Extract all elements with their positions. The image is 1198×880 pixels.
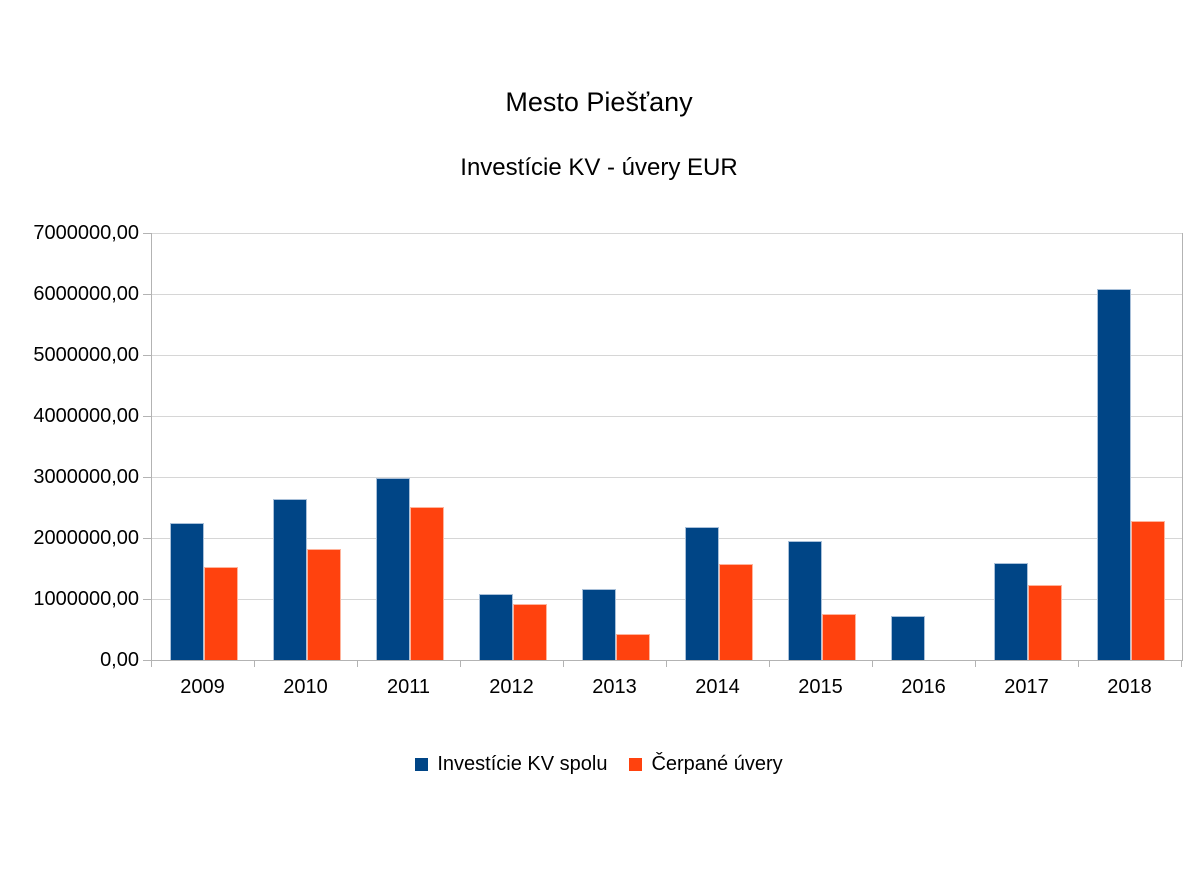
bar-2010-series-1 <box>307 549 341 660</box>
x-axis-tick <box>254 661 255 667</box>
x-axis-tick <box>151 661 152 667</box>
y-axis-tick-label: 0,00 <box>100 649 139 671</box>
y-axis-tick <box>143 294 152 295</box>
gridline <box>152 538 1182 539</box>
gridline <box>152 416 1182 417</box>
gridline <box>152 599 1182 600</box>
x-axis-tick <box>460 661 461 667</box>
y-axis-tick <box>143 233 152 234</box>
legend-swatch-icon <box>415 757 429 771</box>
y-axis-tick-label: 1000000,00 <box>33 588 139 610</box>
bar-2013-series-1 <box>616 634 650 660</box>
gridline <box>152 355 1182 356</box>
bar-2012-series-1 <box>513 604 547 660</box>
y-axis-tick <box>143 477 152 478</box>
bar-2011-series-1 <box>410 507 444 660</box>
x-axis-label-2015: 2015 <box>798 676 843 698</box>
y-axis-tick <box>143 538 152 539</box>
x-axis-label-2014: 2014 <box>695 676 740 698</box>
legend-label: Investície KV spolu <box>437 753 608 775</box>
x-axis-label-2017: 2017 <box>1004 676 1049 698</box>
x-axis-tick <box>1078 661 1079 667</box>
legend-item-series-1: Čerpané úvery <box>629 752 783 776</box>
chart-subtitle: Investície KV - úvery EUR <box>460 154 738 181</box>
bar-2014-series-1 <box>719 564 753 660</box>
y-axis-tick-label: 5000000,00 <box>33 344 139 366</box>
y-axis-tick-label: 7000000,00 <box>33 222 139 244</box>
bar-2009-series-1 <box>204 567 238 660</box>
bar-2014-series-0 <box>685 527 719 660</box>
gridline <box>152 294 1182 295</box>
x-axis-label-2009: 2009 <box>180 676 225 698</box>
bar-2017-series-0 <box>994 563 1028 660</box>
gridline <box>152 233 1182 234</box>
y-axis-tick <box>143 416 152 417</box>
x-axis-tick <box>357 661 358 667</box>
y-axis-tick-label: 2000000,00 <box>33 527 139 549</box>
y-axis-tick-label: 4000000,00 <box>33 405 139 427</box>
legend: Investície KV spolu Čerpané úvery <box>0 752 1198 776</box>
bar-2018-series-1 <box>1131 521 1165 660</box>
y-axis-tick <box>143 599 152 600</box>
x-axis-label-2016: 2016 <box>901 676 946 698</box>
bar-2015-series-1 <box>822 614 856 660</box>
x-axis-tick <box>769 661 770 667</box>
x-axis-label-2018: 2018 <box>1107 676 1152 698</box>
bar-2017-series-1 <box>1028 585 1062 660</box>
bar-2010-series-0 <box>273 499 307 660</box>
bar-2015-series-0 <box>788 541 822 660</box>
bar-2009-series-0 <box>170 523 204 660</box>
x-axis-label-2013: 2013 <box>592 676 637 698</box>
y-axis-tick <box>143 660 152 661</box>
bar-2016-series-0 <box>891 616 925 660</box>
x-axis-label-2010: 2010 <box>283 676 328 698</box>
bar-2012-series-0 <box>479 594 513 660</box>
x-axis-tick <box>666 661 667 667</box>
bar-2011-series-0 <box>376 478 410 660</box>
legend-item-series-0: Investície KV spolu <box>415 752 607 776</box>
x-axis-label-2012: 2012 <box>489 676 534 698</box>
x-axis-tick <box>975 661 976 667</box>
legend-swatch-icon <box>629 757 643 771</box>
chart-title: Mesto Piešťany <box>505 87 693 117</box>
y-axis-tick-label: 3000000,00 <box>33 466 139 488</box>
y-axis-tick <box>143 355 152 356</box>
x-axis-tick <box>872 661 873 667</box>
y-axis-tick-label: 6000000,00 <box>33 283 139 305</box>
gridline <box>152 477 1182 478</box>
x-axis-tick <box>563 661 564 667</box>
plot-area <box>151 233 1183 661</box>
bar-2018-series-0 <box>1097 289 1131 660</box>
legend-label: Čerpané úvery <box>651 753 783 775</box>
x-axis-label-2011: 2011 <box>386 676 431 698</box>
bar-2013-series-0 <box>582 589 616 660</box>
x-axis-tick <box>1181 661 1182 667</box>
